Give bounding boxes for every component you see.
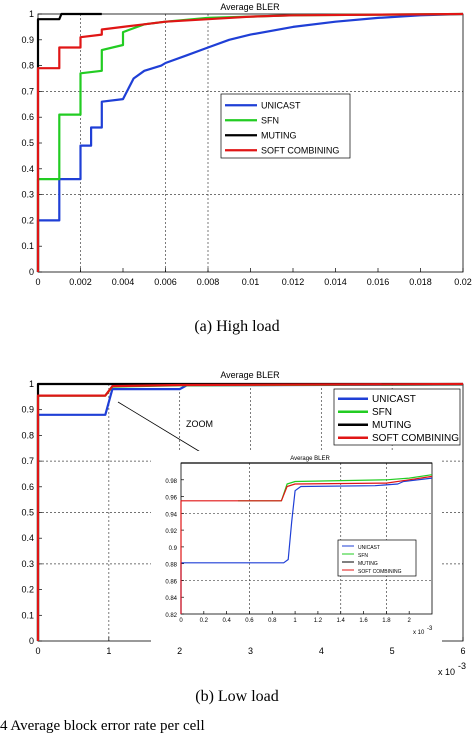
b-legend-label-2: MUTING <box>372 420 412 431</box>
b-x-tick-label-4: 4 <box>319 646 324 656</box>
a-y-tick-label-10: 1 <box>29 9 34 19</box>
figure-caption: 4 Average block error rate per cell <box>0 718 205 734</box>
a-x-tick-label-9: 0.018 <box>409 277 432 287</box>
a-x-tick-label-5: 0.01 <box>242 277 260 287</box>
inset-legend-label-0: UNICAST <box>358 545 380 551</box>
b-y-tick-label-5: 0.5 <box>21 508 34 518</box>
a-series-line-muting <box>36 12 102 272</box>
a-y-tick-label-8: 0.8 <box>21 61 34 71</box>
a-legend-label-2: MUTING <box>261 130 297 140</box>
b-y-tick-label-10: 1 <box>29 379 34 389</box>
inset-x-multiplier-exp: -3 <box>427 626 433 632</box>
inset-x-tick-label-2: 0.4 <box>222 618 231 624</box>
inset-series-line-unicast <box>180 477 433 614</box>
b-y-tick-label-4: 0.4 <box>21 533 34 543</box>
b-y-tick-label-6: 0.6 <box>21 482 34 492</box>
b-y-tick-label-3: 0.3 <box>21 559 34 569</box>
inset-y-tick-label-5: 0.92 <box>165 529 177 535</box>
inset-x-tick-label-5: 1 <box>293 618 297 624</box>
inset-y-tick-label-3: 0.88 <box>165 563 177 569</box>
a-y-tick-label-6: 0.6 <box>21 112 34 122</box>
a-y-tick-label-0: 0 <box>29 267 34 277</box>
chart-high-load: 0 0.002 0.004 0.006 0.008 0.01 0.012 0.014 0.016… <box>21 2 471 287</box>
a-x-tick-label-3: 0.006 <box>154 277 177 287</box>
inset-y-tick-label-4: 0.9 <box>169 546 178 552</box>
inset-y-tick-label-8: 0.98 <box>165 479 177 485</box>
a-y-tick-label-1: 0.1 <box>21 241 34 251</box>
inset-y-tick-label-2: 0.86 <box>165 579 177 585</box>
a-legend-label-1: SFN <box>261 115 279 125</box>
inset-x-tick-label-4: 0.8 <box>268 618 277 624</box>
inset-x-tick-label-3: 0.6 <box>245 618 254 624</box>
b-legend-label-0: UNICAST <box>372 394 416 405</box>
b-x-tick-label-0: 0 <box>35 646 40 656</box>
a-legend-label-3: SOFT COMBINING <box>261 145 339 155</box>
a-y-tick-label-9: 0.9 <box>21 35 34 45</box>
a-y-tick-label-3: 0.3 <box>21 190 34 200</box>
a-x-tick-label-8: 0.016 <box>367 277 390 287</box>
a-series-line-unicast <box>36 12 464 272</box>
b-y-tick-label-8: 0.8 <box>21 430 34 440</box>
b-y-tick-label-2: 0.2 <box>21 585 34 595</box>
a-chart-title: Average BLER <box>220 2 280 12</box>
b-y-tick-label-1: 0.1 <box>21 610 34 620</box>
b-y-tick-label-9: 0.9 <box>21 405 34 415</box>
inset-x-multiplier: x 10 <box>413 630 425 636</box>
b-x-tick-label-3: 3 <box>248 646 253 656</box>
chart-low-load: 0 1 2 3 4 5 6 0 0.1 0.2 0.3 0.4 0.5 0.6 0.7 0.8 0.9 1 Aver… <box>21 370 466 677</box>
a-x-tick-label-4: 0.008 <box>197 277 220 287</box>
b-x-multiplier: x 10 <box>438 667 455 677</box>
a-y-tick-label-7: 0.7 <box>21 86 34 96</box>
inset-x-tick-label-8: 1.6 <box>359 618 368 624</box>
b-x-tick-label-5: 5 <box>390 646 395 656</box>
a-x-tick-label-10: 0.02 <box>454 277 472 287</box>
inset-y-tick-label-6: 0.94 <box>165 512 177 518</box>
inset-y-tick-label-0: 0.82 <box>165 613 177 619</box>
a-y-tick-label-4: 0.4 <box>21 164 34 174</box>
inset-x-tick-label-9: 1.8 <box>382 618 391 624</box>
b-x-tick-label-6: 6 <box>460 646 465 656</box>
inset-series-line-soft-combining <box>180 475 433 614</box>
b-series-line-soft-combining <box>36 382 464 641</box>
b-zoom-arrow-line <box>117 401 213 460</box>
inset-x-tick-label-0: 0 <box>179 618 183 624</box>
b-y-tick-label-0: 0 <box>29 636 34 646</box>
inset-y-tick-label-7: 0.96 <box>165 496 177 502</box>
a-y-tick-label-2: 0.2 <box>21 215 34 225</box>
b-x-tick-label-2: 2 <box>177 646 182 656</box>
a-x-tick-label-1: 0.002 <box>69 277 92 287</box>
inset-x-tick-label-7: 1.4 <box>337 618 346 624</box>
inset-x-tick-label-1: 0.2 <box>200 618 209 624</box>
b-zoom-label: ZOOM <box>186 419 213 429</box>
caption-high-load: (a) High load <box>194 318 280 335</box>
a-series-line-soft-combining <box>36 12 464 272</box>
a-x-tick-label-2: 0.004 <box>112 277 135 287</box>
b-y-tick-label-7: 0.7 <box>21 456 34 466</box>
inset-legend-label-3: SOFT COMBINING <box>358 569 402 575</box>
caption-low-load: (b) Low load <box>195 688 279 705</box>
b-legend-label-3: SOFT COMBINING <box>372 433 459 444</box>
a-y-tick-label-5: 0.5 <box>21 138 34 148</box>
inset-title: Average BLER <box>290 456 330 462</box>
b-chart-title: Average BLER <box>220 370 280 380</box>
b-legend-label-1: SFN <box>372 407 392 418</box>
a-x-tick-label-0: 0 <box>35 277 40 287</box>
a-x-tick-label-6: 0.012 <box>282 277 305 287</box>
inset-x-tick-label-10: 2 <box>408 618 412 624</box>
b-x-tick-label-1: 1 <box>106 646 111 656</box>
inset-legend-label-2: MUTING <box>358 561 378 567</box>
a-legend-label-0: UNICAST <box>261 100 301 110</box>
inset-legend-label-1: SFN <box>358 553 368 559</box>
inset-x-tick-label-6: 1.2 <box>314 618 323 624</box>
b-x-multiplier-exp: -3 <box>458 661 466 671</box>
a-x-tick-label-7: 0.014 <box>324 277 347 287</box>
inset-y-tick-label-1: 0.84 <box>165 596 177 602</box>
